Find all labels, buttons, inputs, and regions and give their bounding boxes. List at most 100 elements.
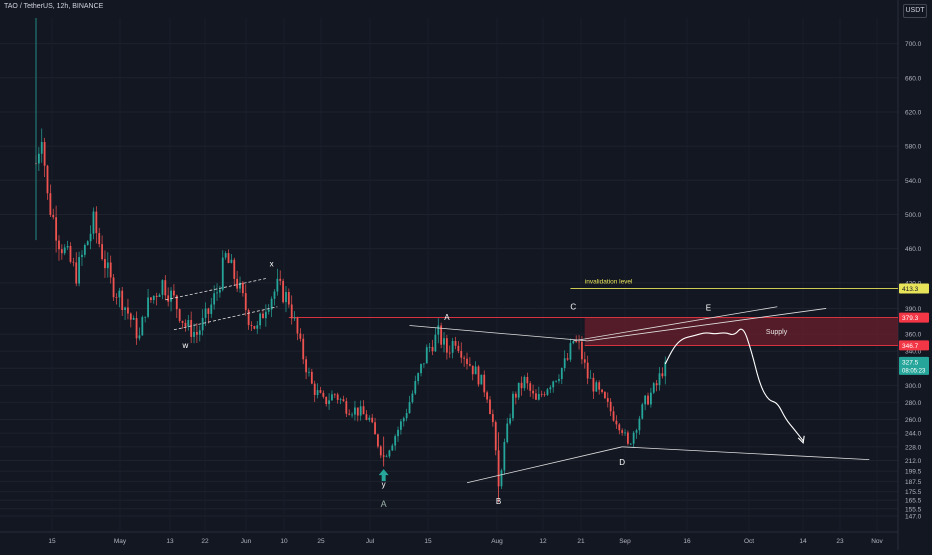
candle-body	[58, 240, 60, 250]
candle-body	[221, 257, 224, 290]
candle-body	[78, 257, 80, 284]
x-tick-label: 22	[201, 538, 209, 545]
candle-body	[641, 404, 644, 419]
candle-body	[405, 413, 408, 419]
candle-body	[276, 278, 279, 292]
candle-body	[460, 350, 463, 358]
candle-body	[184, 322, 187, 327]
candle-body	[250, 325, 253, 327]
candle-body	[325, 396, 328, 404]
candle-body	[83, 245, 86, 255]
candle-body	[104, 259, 106, 269]
x-tick-label: 13	[166, 538, 174, 545]
candle-body	[227, 253, 230, 263]
projection-path	[664, 328, 804, 442]
candle-body	[267, 309, 270, 312]
candle-body	[517, 382, 520, 398]
candle-body	[552, 381, 555, 388]
currency-button[interactable]: USDT	[903, 4, 927, 18]
candle-body	[66, 245, 69, 248]
candle-body	[351, 414, 353, 416]
trendline	[587, 308, 827, 342]
y-tick-label: 147.0	[905, 514, 922, 521]
candle-body	[187, 320, 190, 327]
candle-body	[443, 338, 445, 345]
candle-body	[124, 307, 126, 311]
candle-body	[583, 359, 586, 363]
candle-body	[95, 211, 98, 234]
candle-body	[213, 293, 216, 305]
y-tick-label: 199.5	[905, 469, 922, 476]
candle-body	[112, 277, 115, 298]
candle-body	[425, 347, 428, 364]
candle-body	[356, 407, 359, 416]
y-tick-label: 460.0	[905, 246, 922, 253]
trendline	[173, 306, 278, 331]
candle-body	[92, 211, 95, 234]
candle-body	[296, 317, 299, 334]
candle-body	[402, 418, 405, 422]
candle-body	[466, 358, 468, 365]
x-tick-label: Nov	[871, 538, 883, 545]
candle-body	[264, 311, 267, 319]
x-tick-label: 15	[48, 538, 56, 545]
candle-body	[354, 407, 356, 415]
x-tick-label: 16	[683, 538, 691, 545]
candle-body	[474, 366, 477, 375]
price-label-invalidation	[899, 283, 929, 294]
candle-body	[598, 382, 601, 390]
candle-body	[655, 383, 658, 386]
candle-body	[612, 411, 615, 421]
y-tick-label: 360.0	[905, 332, 922, 339]
candle-body	[348, 413, 351, 415]
candle-body	[273, 291, 276, 299]
candle-body	[480, 374, 483, 385]
y-tick-label: 620.0	[905, 109, 922, 116]
candle-body	[434, 334, 437, 352]
candle-body	[270, 298, 273, 310]
candle-body	[431, 346, 434, 352]
candle-body	[509, 418, 511, 424]
candle-body	[589, 377, 592, 379]
x-tick-label: 25	[317, 538, 325, 545]
candle-body	[558, 379, 560, 381]
candle-body	[494, 422, 497, 451]
candle-body	[262, 313, 264, 319]
price-label-current	[899, 356, 929, 375]
candle-body	[336, 394, 339, 400]
x-tick-label: Oct	[744, 538, 754, 545]
x-tick-label: 10	[280, 538, 288, 545]
candle-body	[224, 253, 227, 258]
candle-body	[152, 295, 155, 301]
supply-label: Supply	[766, 329, 788, 336]
candle-body	[652, 383, 655, 393]
candle-body	[155, 295, 158, 298]
x-tick-label: 23	[836, 538, 844, 545]
candle-body	[569, 343, 572, 360]
wave-label-d: D	[619, 458, 625, 467]
candle-body	[72, 261, 75, 263]
candle-body	[592, 377, 595, 392]
candle-body	[55, 217, 58, 241]
candle-body	[333, 394, 336, 396]
candle-body	[60, 249, 63, 254]
candle-body	[397, 429, 399, 437]
candle-body	[627, 432, 629, 444]
y-tick-label: 500.0	[905, 212, 922, 219]
candle-body	[661, 373, 664, 377]
candle-body	[178, 309, 181, 321]
x-tick-label: Aug	[491, 538, 503, 545]
candle-body	[549, 387, 552, 390]
candle-body	[86, 241, 89, 246]
candle-body	[629, 443, 632, 445]
candle-body	[601, 389, 603, 393]
candle-body	[635, 430, 638, 433]
candle-body	[647, 395, 649, 405]
candle-body	[81, 254, 83, 258]
candle-body	[101, 244, 103, 260]
candle-body	[282, 280, 285, 303]
candle-body	[595, 382, 598, 392]
candle-body	[196, 331, 198, 335]
